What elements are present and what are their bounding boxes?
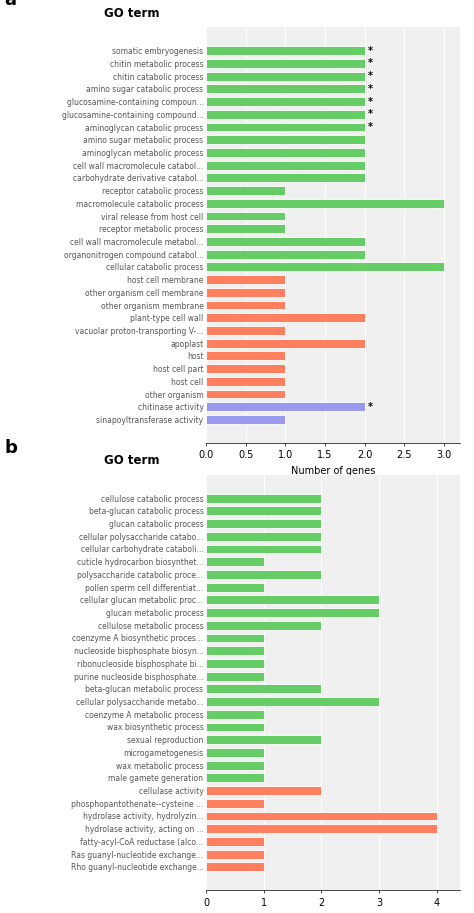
Text: *: * <box>368 402 373 412</box>
Bar <box>206 212 285 220</box>
Bar <box>206 685 321 693</box>
Bar <box>206 735 321 744</box>
Bar <box>206 722 264 731</box>
Bar <box>206 519 321 528</box>
Bar <box>206 799 264 808</box>
Bar <box>206 863 264 871</box>
Bar <box>206 262 444 271</box>
Text: *: * <box>368 71 373 81</box>
Text: *: * <box>368 46 373 56</box>
Bar <box>206 250 365 258</box>
Text: GO term: GO term <box>104 7 159 20</box>
Text: b: b <box>5 438 18 456</box>
Bar <box>206 97 365 106</box>
Text: *: * <box>368 97 373 107</box>
Bar <box>206 850 264 858</box>
Bar <box>206 403 365 411</box>
Text: GO term: GO term <box>104 455 159 467</box>
Bar <box>206 672 264 680</box>
Bar <box>206 621 321 630</box>
Bar <box>206 148 365 157</box>
Bar <box>206 544 321 553</box>
Text: *: * <box>368 84 373 94</box>
Bar <box>206 415 285 424</box>
Bar <box>206 339 365 348</box>
Bar <box>206 288 285 297</box>
Text: *: * <box>368 122 373 132</box>
Bar <box>206 570 321 579</box>
Bar <box>206 557 264 566</box>
Bar <box>206 812 437 821</box>
Bar <box>206 84 365 93</box>
Bar <box>206 377 285 386</box>
Bar <box>206 837 264 845</box>
Text: *: * <box>368 58 373 68</box>
Bar <box>206 313 365 322</box>
Bar <box>206 173 365 183</box>
Bar <box>206 352 285 361</box>
Bar <box>206 275 285 284</box>
Bar <box>206 364 285 373</box>
Bar <box>206 786 321 795</box>
Bar <box>206 225 285 233</box>
Bar <box>206 634 264 643</box>
Bar <box>206 582 264 592</box>
Bar <box>206 110 365 119</box>
Bar <box>206 595 379 604</box>
Bar <box>206 199 444 208</box>
Bar <box>206 507 321 515</box>
Bar <box>206 161 365 170</box>
Bar <box>206 748 264 757</box>
Text: *: * <box>368 110 373 120</box>
X-axis label: Number of genes: Number of genes <box>291 466 375 476</box>
Bar <box>206 186 285 195</box>
Bar <box>206 824 437 834</box>
Bar <box>206 531 321 540</box>
Bar <box>206 237 365 246</box>
Bar <box>206 709 264 719</box>
Bar <box>206 659 264 667</box>
Bar <box>206 72 365 80</box>
Bar <box>206 761 264 770</box>
Bar <box>206 773 264 782</box>
Bar <box>206 135 365 144</box>
Bar <box>206 59 365 68</box>
Bar <box>206 698 379 706</box>
Bar <box>206 326 285 335</box>
Bar <box>206 646 264 656</box>
Bar <box>206 122 365 131</box>
Text: a: a <box>5 0 17 9</box>
Bar <box>206 494 321 502</box>
Bar <box>206 300 285 310</box>
Bar <box>206 608 379 617</box>
Bar <box>206 390 285 398</box>
Bar <box>206 47 365 55</box>
